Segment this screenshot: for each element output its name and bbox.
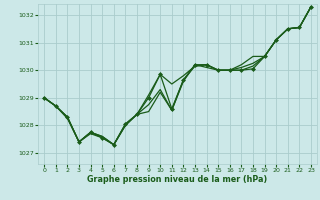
X-axis label: Graphe pression niveau de la mer (hPa): Graphe pression niveau de la mer (hPa) [87,175,268,184]
